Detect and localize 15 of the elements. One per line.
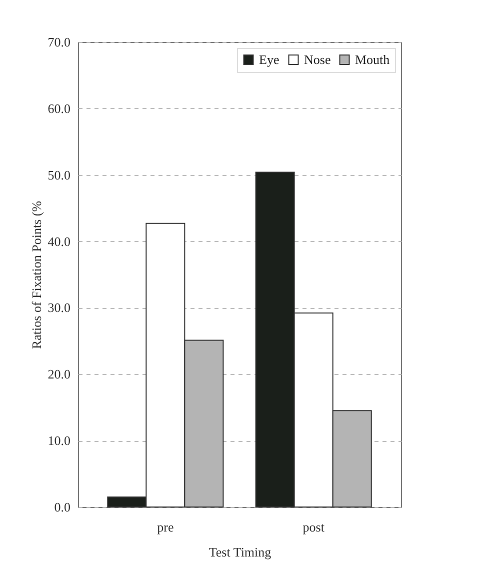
y-tick-label: 0.0 [54,500,70,514]
legend-label: Mouth [355,52,390,67]
legend-label: Nose [304,52,331,67]
y-tick-label: 10.0 [48,433,70,448]
y-tick-label: 40.0 [48,234,70,249]
y-tick-label: 20.0 [48,366,70,382]
legend-label: Eye [259,52,280,67]
y-tick-label: 70.0 [48,34,70,50]
y-axis-title: Ratios of Fixation Points (% [28,200,44,350]
x-axis-title: Test Timing [208,544,272,560]
x-tick-label: post [302,520,325,534]
y-tick-label: 50.0 [48,167,70,182]
y-tick-label: 60.0 [48,100,70,116]
y-tick-label: 30.0 [48,300,70,316]
x-tick-label: pre [157,520,174,534]
